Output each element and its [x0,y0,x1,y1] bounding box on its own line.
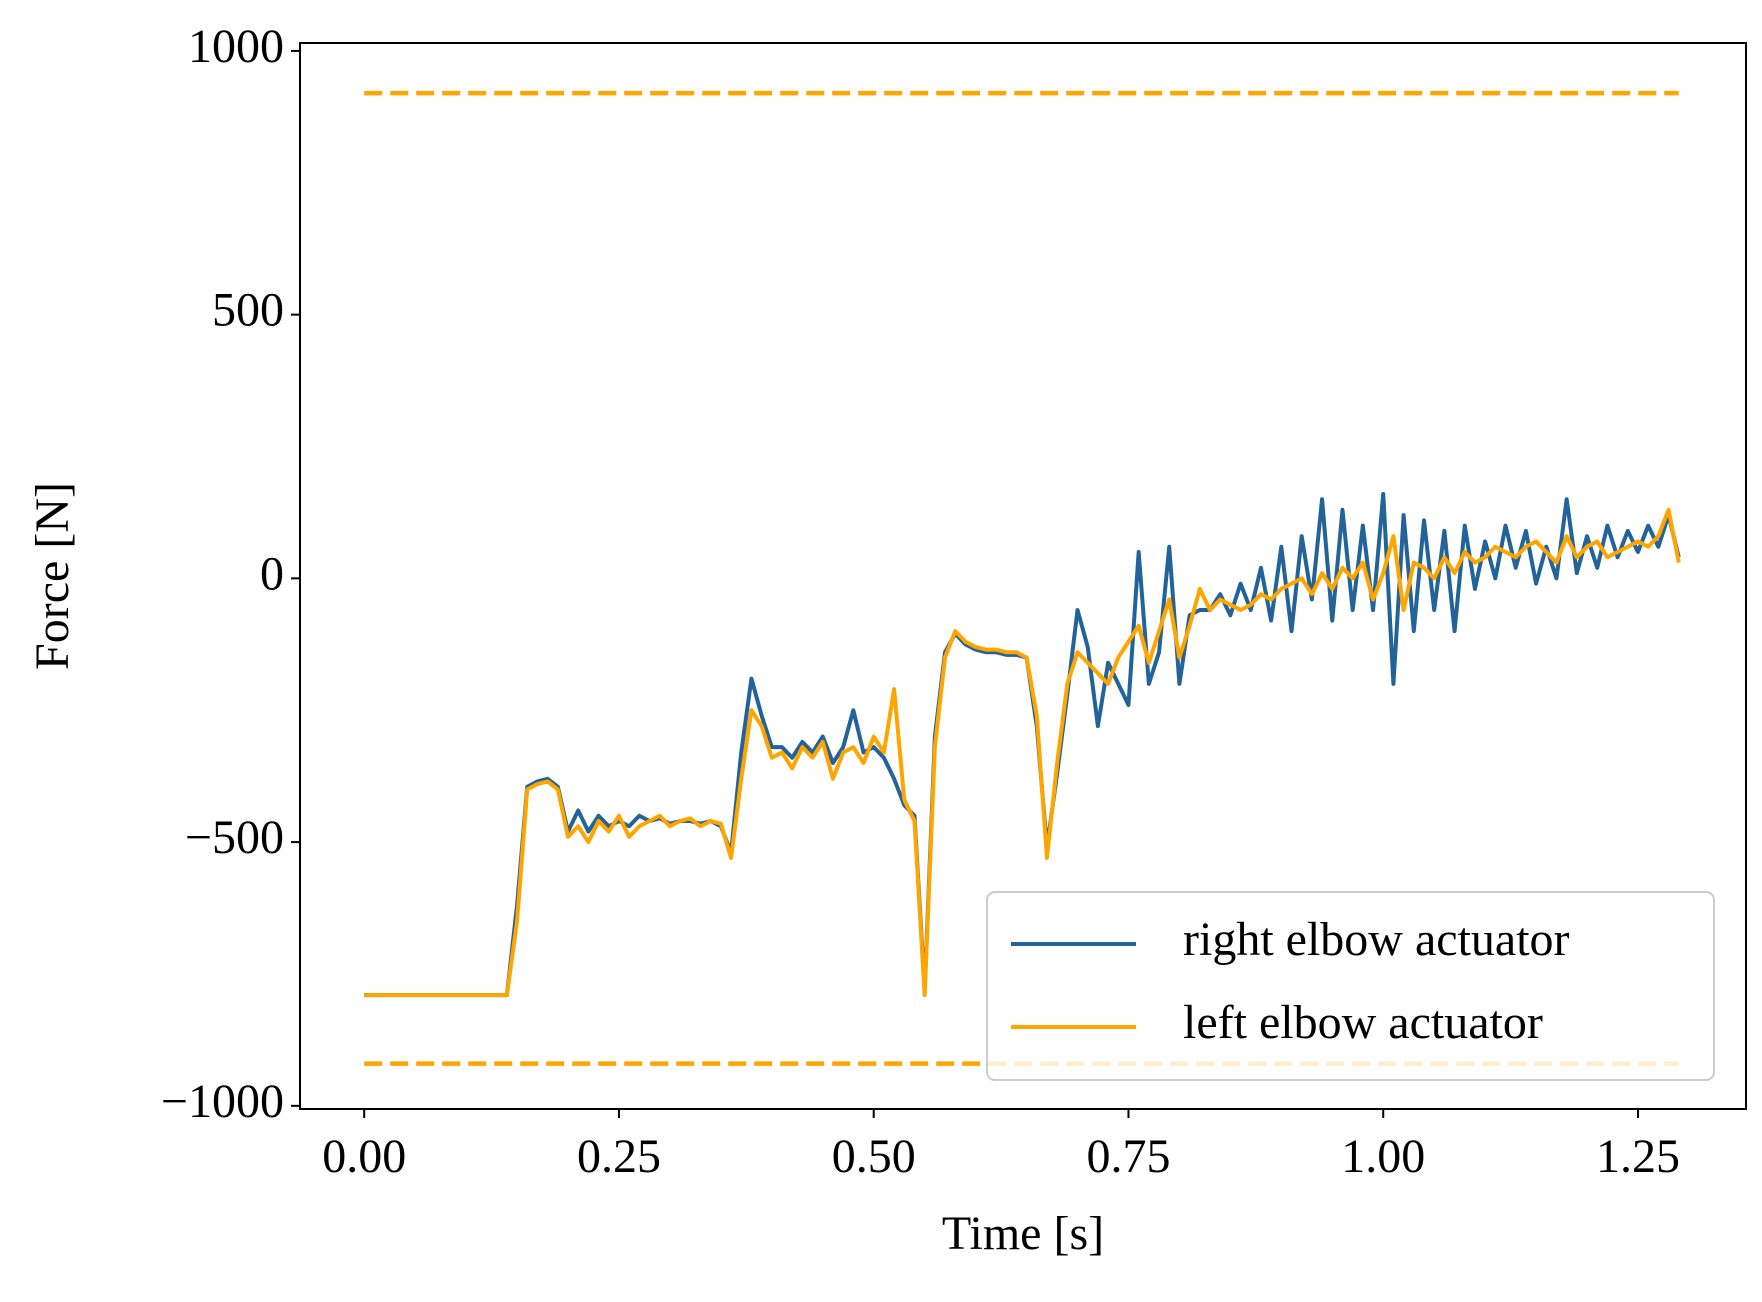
x-tick-label: 0.75 [1086,1130,1170,1183]
x-tick-label: 1.25 [1596,1130,1680,1183]
y-tick-label: −1000 [161,1075,284,1128]
legend-label: right elbow actuator [1183,913,1570,966]
plot-frame [299,42,1747,1110]
series-line [364,507,1681,998]
y-tick-label: 500 [212,284,284,337]
y-tick-label: 0 [260,547,284,600]
legend-label: left elbow actuator [1183,996,1543,1049]
x-tick-label: 0.00 [322,1130,406,1183]
y-tick-label: 1000 [188,20,284,73]
y-tick-label: −500 [185,811,284,864]
x-axis-label: Time [s] [942,1207,1104,1260]
y-axis-label: Force [N] [26,482,79,670]
x-tick-label: 0.25 [577,1130,661,1183]
x-tick-label: 0.50 [832,1130,916,1183]
x-tick-label: 1.00 [1341,1130,1425,1183]
legend-box [986,891,1715,1081]
